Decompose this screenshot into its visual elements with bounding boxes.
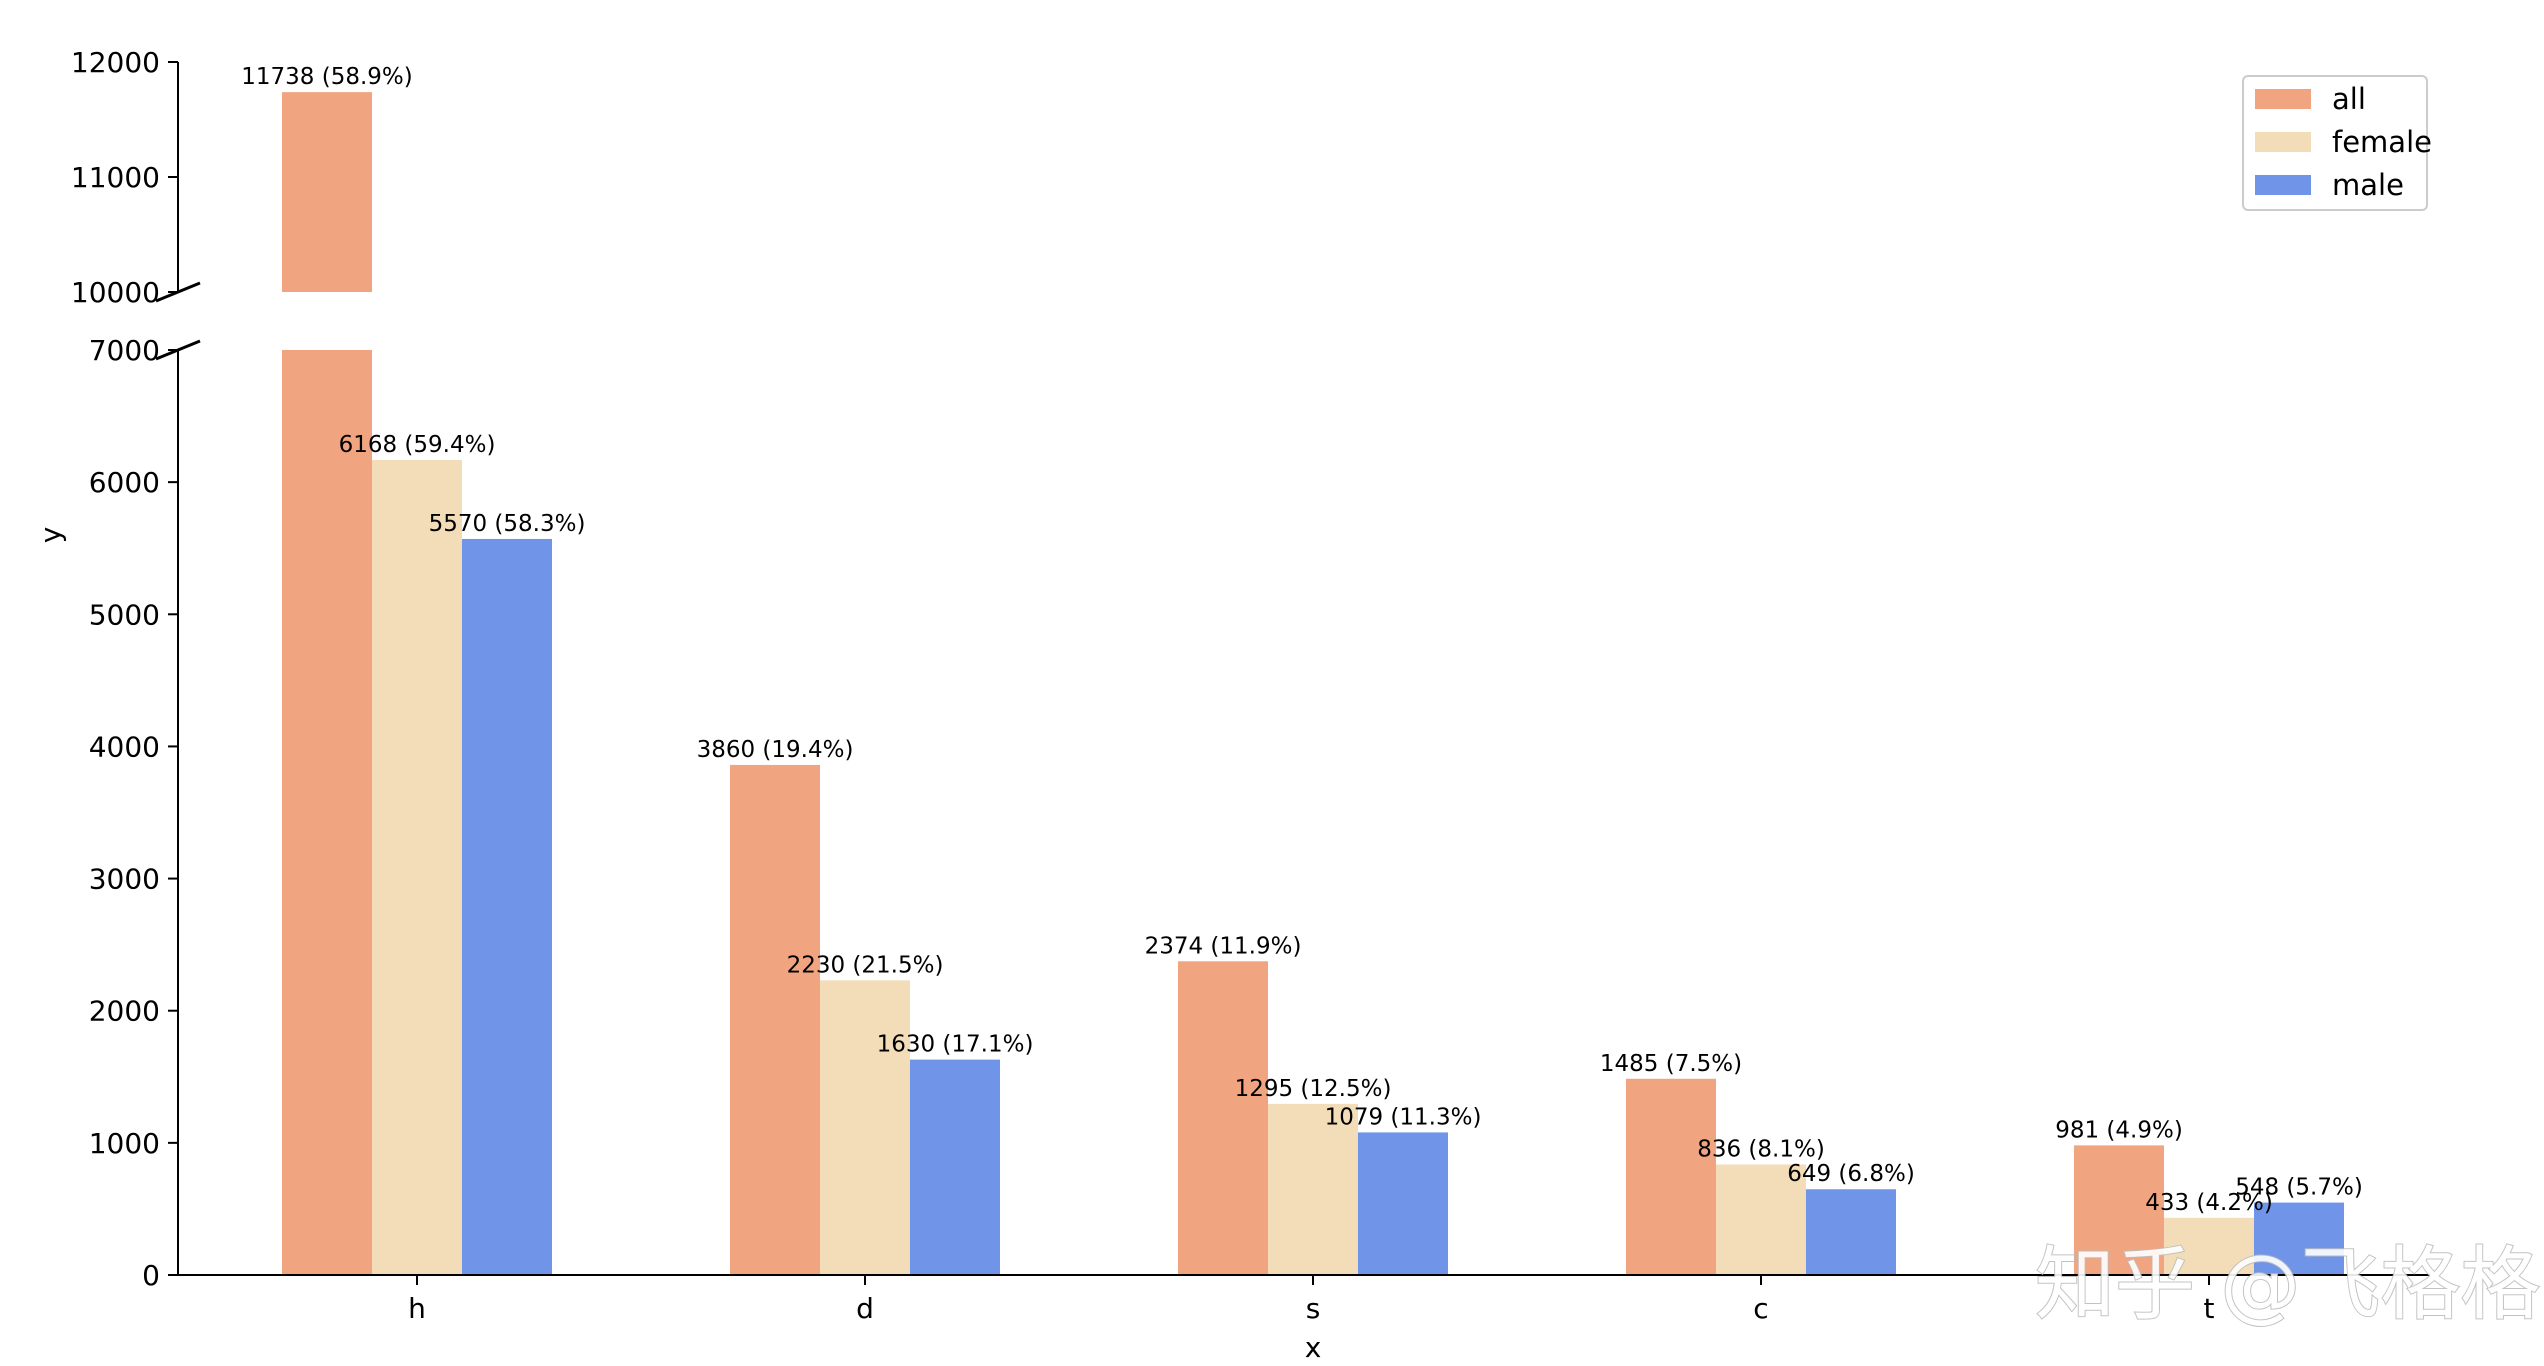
- legend-swatch-male: [2255, 175, 2311, 195]
- y-tick-label: 4000: [89, 730, 160, 763]
- legend: all female male: [2242, 75, 2432, 211]
- x-tick-label-t: t: [2204, 1292, 2215, 1325]
- bar-all-d: [730, 764, 820, 1275]
- data-label-all-c: 1485 (7.5%): [1600, 1051, 1742, 1077]
- legend-label-female: female: [2332, 125, 2432, 159]
- data-label-all-t: 981 (4.9%): [2055, 1117, 2183, 1143]
- bar-female-t: [2164, 1217, 2254, 1275]
- y-tick-label: 12000: [71, 46, 160, 79]
- legend-swatch-female: [2255, 132, 2311, 152]
- data-label-male-s: 1079 (11.3%): [1325, 1104, 1482, 1130]
- bar-male-s: [1358, 1132, 1448, 1275]
- data-label-female-h: 6168 (59.4%): [339, 432, 496, 458]
- y-tick-label: 10000: [71, 276, 160, 309]
- bar-female-c: [1716, 1164, 1806, 1275]
- data-label-all-d: 3860 (19.4%): [697, 737, 854, 763]
- y-tick-label: 2000: [89, 995, 160, 1028]
- bar-male-d: [910, 1059, 1000, 1275]
- x-tick-label-s: s: [1306, 1292, 1321, 1325]
- data-label-female-t: 433 (4.2%): [2145, 1190, 2273, 1216]
- data-label-all-h: 11738 (58.9%): [241, 64, 413, 90]
- data-label-all-s: 2374 (11.9%): [1145, 933, 1302, 959]
- x-tick-label-c: c: [1753, 1292, 1768, 1325]
- bar-all-h-upper: [282, 92, 372, 292]
- x-tick-label-h: h: [408, 1292, 426, 1325]
- y-tick-label: 0: [142, 1259, 160, 1292]
- legend-label-male: male: [2332, 168, 2404, 202]
- data-label-male-c: 649 (6.8%): [1787, 1161, 1915, 1187]
- bar-female-s: [1268, 1103, 1358, 1275]
- bar-all-s: [1178, 961, 1268, 1275]
- legend-label-all: all: [2332, 82, 2366, 116]
- bar-all-t: [2074, 1145, 2164, 1275]
- bar-male-c: [1806, 1189, 1896, 1275]
- y-axis-title: y: [34, 527, 67, 544]
- y-tick-label: 7000: [89, 334, 160, 367]
- bar-all-h-lower: [282, 350, 372, 1275]
- data-label-male-t: 548 (5.7%): [2235, 1175, 2363, 1201]
- y-tick-label: 3000: [89, 863, 160, 896]
- y-tick-label: 11000: [71, 161, 160, 194]
- bar-female-d: [820, 980, 910, 1275]
- legend-swatch-all: [2255, 89, 2311, 109]
- watermark: 知乎 @飞格格: [2035, 1238, 2540, 1331]
- y-tick-label: 6000: [89, 466, 160, 499]
- data-label-male-h: 5570 (58.3%): [429, 511, 586, 537]
- y-tick-label: 1000: [89, 1127, 160, 1160]
- data-label-female-d: 2230 (21.5%): [787, 952, 944, 978]
- bar-all-c: [1626, 1078, 1716, 1275]
- data-label-male-d: 1630 (17.1%): [877, 1032, 1034, 1058]
- x-tick-label-d: d: [856, 1292, 874, 1325]
- data-label-female-c: 836 (8.1%): [1697, 1137, 1825, 1163]
- bar-male-t: [2254, 1202, 2344, 1275]
- bar-male-h: [462, 538, 552, 1275]
- bar-female-h: [372, 459, 462, 1275]
- x-axis-title: x: [1305, 1331, 1322, 1364]
- data-label-female-s: 1295 (12.5%): [1235, 1076, 1392, 1102]
- y-tick-label: 5000: [89, 598, 160, 631]
